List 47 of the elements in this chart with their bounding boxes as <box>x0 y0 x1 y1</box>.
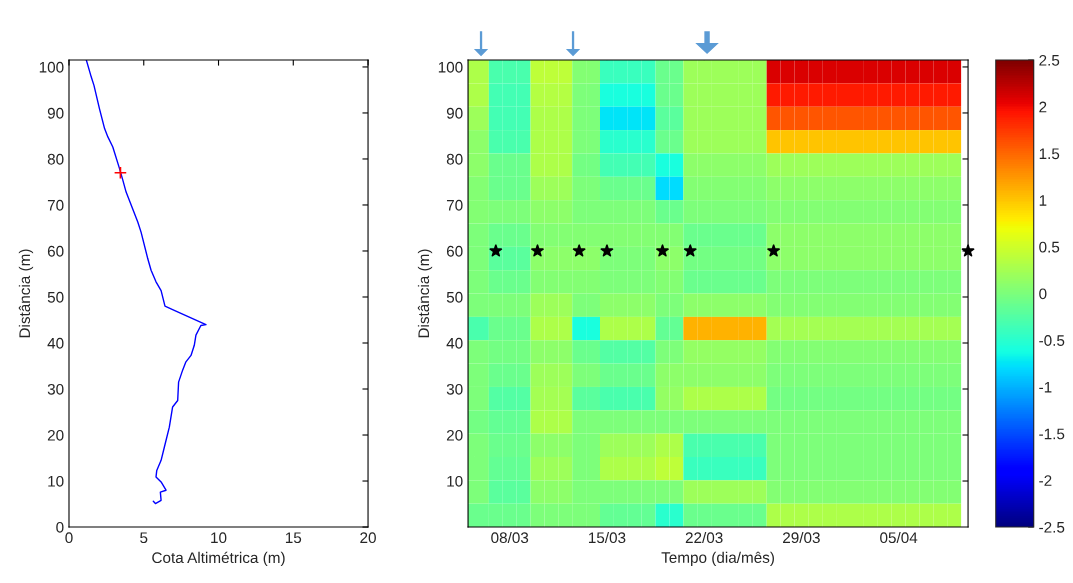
color-bar-label: 0 <box>1039 288 1047 300</box>
y-tick-label: 60 <box>446 245 463 257</box>
y-tick-label: 70 <box>446 199 463 211</box>
color-bar-label: -1.5 <box>1039 428 1065 440</box>
y-tick-label: 90 <box>446 107 463 119</box>
y-tick-label: 30 <box>446 383 463 395</box>
color-bar-label: 1.5 <box>1039 148 1060 160</box>
x-axis-title: Tempo (dia/mês) <box>661 551 774 566</box>
y-tick-label: 80 <box>47 153 64 165</box>
x-axis-title: Cota Altimétrica (m) <box>152 551 285 567</box>
y-axis-title: Distância (m) <box>417 249 433 338</box>
y-tick-label: 40 <box>446 337 463 349</box>
line-series <box>85 60 207 505</box>
color-bar-label: 2.5 <box>1039 54 1060 66</box>
x-tick-label: 08/03 <box>491 531 529 544</box>
x-tick-label: 15 <box>285 532 302 544</box>
color-bar-label: 2 <box>1039 101 1047 113</box>
y-tick-label: 40 <box>47 337 64 349</box>
x-tick-label: 0 <box>65 532 73 544</box>
x-tick-label: 20 <box>360 532 376 544</box>
y-tick-label: 80 <box>446 153 463 165</box>
y-tick-label: 50 <box>446 291 463 303</box>
x-tick-label: 5 <box>140 532 148 544</box>
y-tick-label: 50 <box>47 291 64 303</box>
color-bar-label: 0.5 <box>1039 241 1060 253</box>
y-axis-title: Distância (m) <box>18 249 34 338</box>
color-bar-label: -2 <box>1039 475 1052 486</box>
x-tick-label: 05/04 <box>880 531 918 544</box>
y-tick-label: 100 <box>438 61 463 73</box>
y-tick-label: 70 <box>47 199 64 211</box>
x-tick-label: 29/03 <box>783 531 820 544</box>
y-tick-label: 10 <box>447 475 463 487</box>
y-tick-label: 90 <box>47 107 64 119</box>
color-bar-label: -0.5 <box>1039 335 1065 346</box>
x-tick-label: 15/03 <box>588 531 626 544</box>
y-tick-label: 0 <box>56 521 64 533</box>
y-tick-label: 100 <box>39 61 64 73</box>
y-tick-label: 20 <box>47 429 64 441</box>
y-tick-label: 60 <box>47 245 64 257</box>
color-bar-label: 1 <box>1039 195 1047 206</box>
color-bar-label: -2.5 <box>1039 521 1065 533</box>
y-tick-label: 10 <box>48 475 64 487</box>
x-tick-label: 22/03 <box>685 531 723 544</box>
x-tick-label: 10 <box>211 532 227 544</box>
color-bar-label: -1 <box>1039 381 1052 393</box>
y-tick-label: 20 <box>446 429 463 441</box>
y-tick-label: 30 <box>47 383 64 395</box>
